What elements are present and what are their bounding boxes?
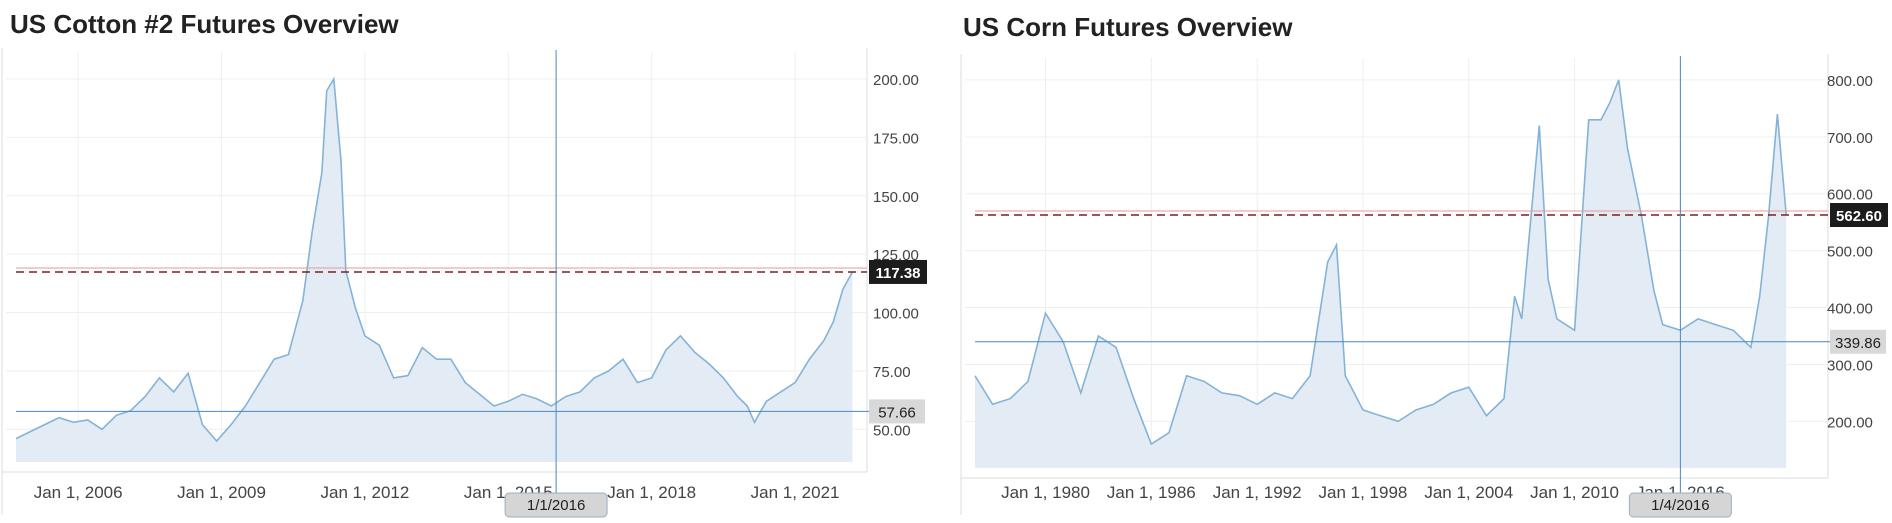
x-tick-label: Jan 1, 1992 <box>1213 483 1302 502</box>
last-value-badge <box>1830 203 1888 228</box>
y-tick-label: 500.00 <box>1827 244 1873 261</box>
x-tick-label: Jan 1, 2009 <box>177 483 266 502</box>
corn-chart[interactable]: 200.00 300.00 400.00 500.00 600.00 700.00 800.… <box>955 0 1892 523</box>
panel-title: US Cotton #2 Futures Overview <box>10 9 399 39</box>
cotton-chart-panel: US Cotton #2 Futures Overview 50.00 75.00… <box>0 0 946 523</box>
series-line <box>15 76 854 443</box>
y-tick-label: 600.00 <box>1827 187 1873 204</box>
crosshair-date-label: 1/1/2016 <box>527 497 585 514</box>
last-value-badge <box>869 259 927 284</box>
crosshair-date-badge <box>504 492 608 518</box>
crosshair-value-label: 57.66 <box>878 404 916 421</box>
crosshair-value-badge <box>869 399 925 424</box>
x-tick-label: Jan 1, 2012 <box>320 483 409 502</box>
y-tick-label: 50.00 <box>873 422 911 439</box>
x-tick-label: Jan 1, 2010 <box>1530 483 1619 502</box>
series-area <box>16 79 853 462</box>
last-value-label: 562.60 <box>1836 208 1882 225</box>
crosshair-date-label: 1/4/2016 <box>1651 497 1709 514</box>
series-line <box>974 79 1787 446</box>
x-tick-label: Jan 1, 2018 <box>607 483 696 502</box>
x-tick-label: Jan 1, 1980 <box>1001 483 1090 502</box>
y-tick-label: 150.00 <box>873 189 919 206</box>
x-tick-label: Jan 1, 2004 <box>1424 483 1513 502</box>
cotton-chart[interactable]: 50.00 75.00 100.00 125.00 150.00 175.00 200.00… <box>0 0 946 523</box>
crosshair-value-label: 339.86 <box>1835 335 1881 352</box>
y-tick-label: 400.00 <box>1827 301 1873 318</box>
x-tick-label: Jan 1, 1998 <box>1319 483 1408 502</box>
crosshair-value-badge <box>1830 329 1886 354</box>
y-tick-label: 75.00 <box>873 364 911 381</box>
y-tick-label: 175.00 <box>873 130 919 147</box>
crosshair-date-badge <box>1628 492 1732 518</box>
panel-title: US Corn Futures Overview <box>963 12 1293 42</box>
y-tick-label: 300.00 <box>1827 357 1873 374</box>
y-tick-label: 200.00 <box>1827 414 1873 431</box>
x-tick-label: Jan 1, 1986 <box>1107 483 1196 502</box>
last-value-label: 117.38 <box>875 265 920 282</box>
x-tick-label: Jan 1, 2006 <box>34 483 123 502</box>
y-tick-label: 125.00 <box>873 247 919 264</box>
y-tick-label: 200.00 <box>873 72 919 89</box>
y-tick-label: 100.00 <box>873 306 919 323</box>
y-tick-label: 800.00 <box>1827 73 1873 90</box>
y-tick-label: 700.00 <box>1827 130 1873 147</box>
x-tick-label: Jan 1, 2021 <box>751 483 840 502</box>
corn-chart-panel: US Corn Futures Overview 200.00 300.00 400… <box>955 0 1892 523</box>
series-area <box>975 79 1787 469</box>
